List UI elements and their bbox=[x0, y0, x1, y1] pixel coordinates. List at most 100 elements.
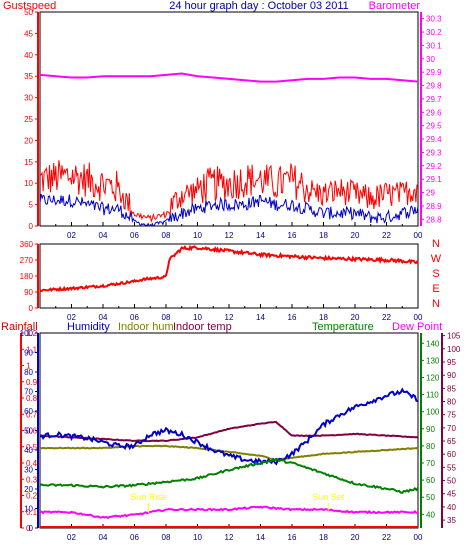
compass-label: E bbox=[432, 283, 439, 295]
rain-axis-tick-label: 0.3 bbox=[26, 475, 38, 484]
dew-axis-tick-label: 100 bbox=[447, 345, 461, 354]
baro-axis-tick-label: 30 bbox=[426, 55, 435, 64]
rain-axis-tick-label: 1 bbox=[26, 362, 31, 371]
gust-axis-tick-label: 45 bbox=[24, 29, 33, 38]
temp-axis-tick-label: 130 bbox=[426, 356, 440, 365]
dew-axis-tick-label: 90 bbox=[447, 371, 456, 380]
temp-axis-tick-label: 60 bbox=[426, 476, 435, 485]
baro-axis-tick-label: 28.8 bbox=[426, 215, 442, 224]
wind-panel-x-tick-label: 20 bbox=[351, 231, 360, 240]
humidity-series bbox=[39, 387, 419, 466]
rain-axis-tick-label: 0.1 bbox=[26, 508, 38, 517]
direction-panel-x-tick-label: 14 bbox=[256, 313, 265, 322]
dew-axis-tick-label: 65 bbox=[447, 437, 456, 446]
chart-title: 24 hour graph day : October 03 2011 bbox=[169, 0, 349, 12]
rain-axis-tick-label: 0.5 bbox=[26, 443, 38, 452]
direction-panel-x-tick-label: 02 bbox=[67, 313, 76, 322]
barometer-label: Barometer bbox=[369, 0, 421, 12]
gust-axis-tick-label: 0 bbox=[29, 222, 34, 231]
wind-speed-series bbox=[39, 193, 419, 227]
humidity-axis-tick-label: 100 bbox=[20, 329, 34, 338]
climate-panel-x-tick-label: 12 bbox=[225, 533, 234, 542]
rain-axis-tick-label: 0.8 bbox=[26, 394, 38, 403]
dew-axis-tick-label: 40 bbox=[447, 503, 456, 512]
rain-axis-tick-label: 1.2 bbox=[26, 329, 38, 338]
climate-panel-x-tick-label: 14 bbox=[256, 533, 265, 542]
sunset-label: Sun Set bbox=[312, 492, 345, 502]
temp-axis-tick-label: 40 bbox=[426, 510, 435, 519]
temp-axis-tick-label: 110 bbox=[426, 391, 439, 400]
dew-axis-tick-label: 85 bbox=[447, 384, 456, 393]
rain-axis-tick-label: 0.9 bbox=[26, 378, 38, 387]
dew-axis-tick-label: 55 bbox=[447, 463, 456, 472]
dew-axis-tick-label: 50 bbox=[447, 477, 456, 486]
climate-panel-x-tick-label: 08 bbox=[162, 533, 171, 542]
humidity-label: Humidity bbox=[67, 321, 110, 333]
baro-axis-tick-label: 29.3 bbox=[426, 148, 442, 157]
temp-axis-tick-label: 80 bbox=[426, 442, 435, 451]
baro-axis-tick-label: 29.9 bbox=[426, 68, 442, 77]
direction-panel-x-tick-label: 20 bbox=[351, 313, 360, 322]
wind-panel-x-tick-label: 16 bbox=[288, 231, 297, 240]
gust-axis-tick-label: 10 bbox=[24, 179, 33, 188]
humidity-axis-tick-label: 20 bbox=[24, 485, 33, 494]
direction-panel-x-tick-label: 06 bbox=[130, 313, 139, 322]
direction-panel-x-tick-label: 16 bbox=[288, 313, 297, 322]
baro-axis-tick-label: 29.4 bbox=[426, 135, 442, 144]
wind-panel-x-tick-label: 18 bbox=[319, 231, 328, 240]
dir-axis-tick-label: 0 bbox=[29, 304, 34, 313]
baro-axis-tick-label: 29.2 bbox=[426, 162, 442, 171]
baro-axis-tick-label: 29 bbox=[426, 189, 435, 198]
direction-panel-x-tick-label: 04 bbox=[99, 313, 108, 322]
temp-axis-tick-label: 70 bbox=[426, 459, 435, 468]
gust-series bbox=[39, 160, 419, 224]
indoor-temp-series bbox=[39, 420, 419, 443]
gust-axis-tick-label: 25 bbox=[24, 115, 33, 124]
temp-axis-tick-label: 90 bbox=[426, 425, 435, 434]
humidity-axis-tick-label: 40 bbox=[24, 446, 33, 455]
dir-axis-tick-label: 180 bbox=[20, 272, 34, 281]
climate-panel-x-tick-label: 02 bbox=[67, 533, 76, 542]
indoor-hum-series bbox=[39, 444, 419, 461]
dew-axis-tick-label: 95 bbox=[447, 358, 456, 367]
direction-panel-x-tick-label: 18 bbox=[319, 313, 328, 322]
dew-point-label: Dew Point bbox=[392, 321, 442, 333]
wind-panel: 02 04 06 08 10 12 14 16 18 20 22 000510152025303540… bbox=[24, 8, 442, 240]
wind-panel-x-tick-label: 22 bbox=[382, 231, 391, 240]
gust-axis-tick-label: 20 bbox=[24, 136, 33, 145]
direction-panel-x-tick-label: 08 bbox=[162, 313, 171, 322]
rain-axis-tick-label: 0.7 bbox=[26, 410, 38, 419]
temp-axis-tick-label: 100 bbox=[426, 408, 440, 417]
wind-panel-x-tick-label: 08 bbox=[162, 231, 171, 240]
humidity-axis-tick-label: 10 bbox=[24, 505, 33, 514]
baro-axis-tick-label: 30.1 bbox=[426, 41, 442, 50]
wind-panel-x-tick-label: 00 bbox=[414, 231, 423, 240]
humidity-axis-tick-label: 70 bbox=[24, 388, 33, 397]
humidity-axis-tick-label: 80 bbox=[24, 368, 33, 377]
dew-axis-tick-label: 70 bbox=[447, 424, 456, 433]
baro-axis-tick-label: 29.1 bbox=[426, 175, 442, 184]
indoor-temp-label: Indoor temp bbox=[173, 321, 232, 333]
compass-label: N bbox=[432, 238, 440, 250]
compass-label: W bbox=[431, 253, 442, 265]
rain-axis-tick-label: 0.2 bbox=[26, 492, 38, 501]
temperature-series bbox=[39, 457, 419, 494]
indoor-hum-label: Indoor hum bbox=[118, 321, 174, 333]
dew-axis-tick-label: 105 bbox=[447, 332, 461, 341]
compass-label: N bbox=[432, 298, 440, 310]
dew-axis-tick-label: 60 bbox=[447, 450, 456, 459]
humidity-axis-tick-label: 0 bbox=[29, 524, 34, 533]
gust-axis-tick-label: 30 bbox=[24, 94, 33, 103]
climate-panel-x-tick-label: 00 bbox=[414, 533, 423, 542]
baro-axis-tick-label: 29.5 bbox=[426, 122, 442, 131]
humidity-axis-tick-label: 60 bbox=[24, 407, 33, 416]
climate-panel-frame bbox=[39, 332, 419, 529]
baro-axis-tick-label: 29.8 bbox=[426, 82, 442, 91]
wind-panel-x-tick-label: 04 bbox=[99, 231, 108, 240]
temp-axis-tick-label: 140 bbox=[426, 339, 440, 348]
wind-panel-x-tick-label: 14 bbox=[256, 231, 265, 240]
rain-axis-tick-label: 1.1 bbox=[26, 345, 38, 354]
direction-panel-x-tick-label: 00 bbox=[414, 313, 423, 322]
barometer-series bbox=[39, 72, 419, 83]
